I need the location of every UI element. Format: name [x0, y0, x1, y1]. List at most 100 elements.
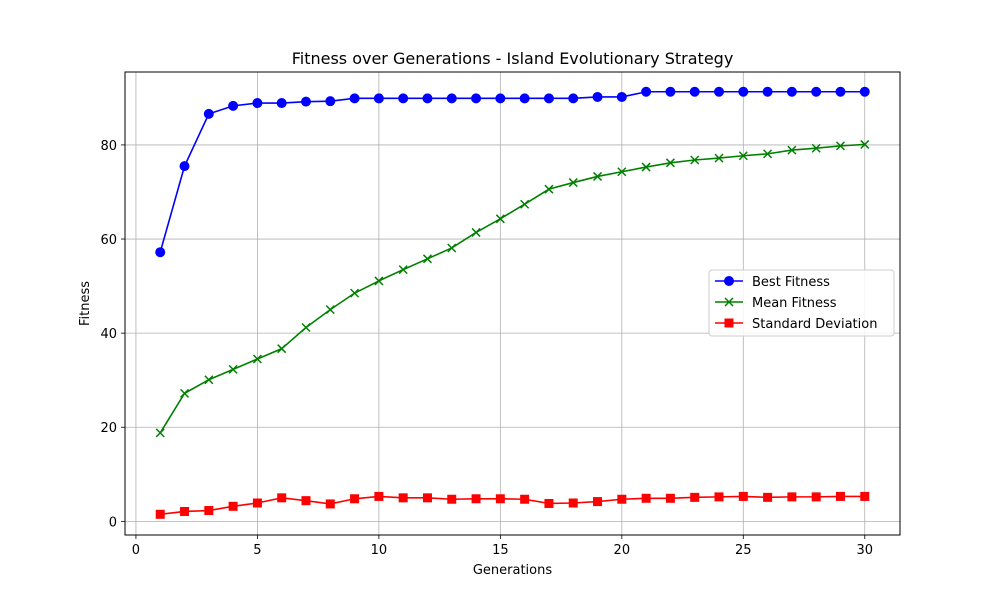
y-axis-label: Fitness — [78, 281, 93, 326]
data-point-mean-fitness — [447, 243, 457, 253]
data-point-standard-deviation — [398, 493, 408, 503]
data-point-mean-fitness — [398, 265, 408, 275]
x-tick-label: 15 — [492, 543, 509, 558]
legend-item-best-fitness: Best Fitness — [715, 275, 830, 290]
data-point-standard-deviation — [544, 498, 554, 508]
data-point-standard-deviation — [787, 492, 797, 502]
data-point-best-fitness — [495, 93, 506, 104]
plot-frame — [124, 71, 901, 536]
data-point-mean-fitness — [301, 322, 311, 333]
series-standard-deviation — [155, 491, 870, 519]
data-point-standard-deviation — [617, 494, 627, 504]
y-tick-label: 0 — [109, 515, 117, 530]
data-point-standard-deviation — [860, 491, 870, 501]
data-point-standard-deviation — [593, 497, 603, 507]
y-tick-label: 80 — [100, 139, 117, 154]
data-point-mean-fitness — [811, 143, 821, 153]
data-point-best-fitness — [373, 93, 384, 104]
data-point-standard-deviation — [738, 491, 748, 501]
data-point-standard-deviation — [155, 509, 165, 519]
x-tick-label: 30 — [856, 543, 873, 558]
legend-item-mean-fitness: Mean Fitness — [715, 296, 837, 311]
legend-label: Best Fitness — [752, 275, 830, 290]
data-point-best-fitness — [155, 247, 166, 258]
data-point-mean-fitness — [763, 149, 773, 159]
data-point-best-fitness — [446, 93, 457, 104]
data-point-mean-fitness — [495, 214, 505, 224]
data-point-best-fitness — [641, 86, 652, 97]
data-point-mean-fitness — [471, 227, 481, 237]
data-point-standard-deviation — [277, 493, 287, 503]
legend-item-standard-deviation: Standard Deviation — [715, 317, 877, 332]
data-point-standard-deviation — [301, 496, 311, 506]
x-tick-label: 20 — [614, 543, 631, 558]
x-axis-label: Generations — [473, 563, 553, 578]
data-point-best-fitness — [811, 86, 822, 97]
data-point-mean-fitness — [641, 162, 651, 172]
legend-label: Mean Fitness — [752, 296, 837, 311]
data-point-mean-fitness — [520, 199, 530, 209]
data-point-standard-deviation — [763, 492, 773, 502]
data-point-mean-fitness — [179, 388, 190, 398]
data-point-best-fitness — [228, 100, 239, 111]
data-point-mean-fitness — [738, 151, 748, 161]
data-point-best-fitness — [835, 86, 846, 97]
data-point-mean-fitness — [835, 141, 846, 151]
data-point-standard-deviation — [835, 491, 845, 501]
data-point-best-fitness — [179, 161, 190, 172]
series-line-mean-fitness — [159, 143, 865, 434]
data-point-best-fitness — [398, 93, 409, 104]
data-point-standard-deviation — [495, 494, 505, 504]
series-layer — [155, 86, 870, 519]
data-point-standard-deviation — [520, 494, 530, 504]
data-point-standard-deviation — [811, 492, 821, 502]
data-point-best-fitness — [762, 86, 773, 97]
data-point-best-fitness — [568, 93, 579, 104]
data-point-standard-deviation — [422, 493, 432, 503]
data-point-best-fitness — [276, 98, 287, 109]
data-point-mean-fitness — [228, 364, 238, 374]
data-point-best-fitness — [616, 91, 627, 102]
data-point-standard-deviation — [447, 494, 457, 504]
data-point-best-fitness — [592, 91, 603, 102]
data-point-best-fitness — [471, 93, 482, 104]
data-point-mean-fitness — [714, 153, 724, 163]
data-point-standard-deviation — [350, 494, 360, 504]
data-point-standard-deviation — [641, 493, 651, 503]
chart-title: Fitness over Generations - Island Evolut… — [292, 49, 734, 68]
data-point-best-fitness — [300, 96, 311, 107]
data-point-mean-fitness — [690, 155, 700, 165]
data-point-standard-deviation — [568, 498, 578, 508]
data-point-best-fitness — [738, 86, 749, 97]
data-point-mean-fitness — [665, 158, 675, 168]
data-point-mean-fitness — [325, 305, 335, 315]
data-point-mean-fitness — [155, 428, 165, 438]
legend-marker — [724, 297, 734, 307]
data-point-mean-fitness — [544, 184, 554, 194]
data-point-best-fitness — [786, 86, 797, 97]
x-tick-label: 25 — [735, 543, 752, 558]
data-point-standard-deviation — [690, 492, 700, 502]
legend-box — [708, 269, 895, 337]
data-point-standard-deviation — [714, 492, 724, 502]
y-tick-label: 20 — [100, 421, 117, 436]
data-point-best-fitness — [665, 86, 676, 97]
y-tick-label: 40 — [100, 327, 117, 342]
data-point-best-fitness — [203, 108, 214, 119]
data-point-mean-fitness — [568, 178, 578, 188]
data-point-best-fitness — [422, 93, 433, 104]
data-point-mean-fitness — [204, 375, 214, 385]
data-point-standard-deviation — [471, 494, 481, 504]
data-point-best-fitness — [519, 93, 530, 104]
y-tick-label: 60 — [100, 233, 117, 248]
data-point-best-fitness — [325, 96, 336, 107]
data-point-mean-fitness — [593, 171, 603, 181]
data-point-standard-deviation — [665, 493, 675, 503]
data-point-mean-fitness — [374, 276, 384, 286]
data-point-mean-fitness — [860, 139, 870, 149]
data-point-mean-fitness — [787, 145, 797, 155]
data-point-standard-deviation — [252, 498, 262, 508]
data-point-standard-deviation — [325, 499, 335, 509]
data-point-mean-fitness — [422, 254, 432, 264]
